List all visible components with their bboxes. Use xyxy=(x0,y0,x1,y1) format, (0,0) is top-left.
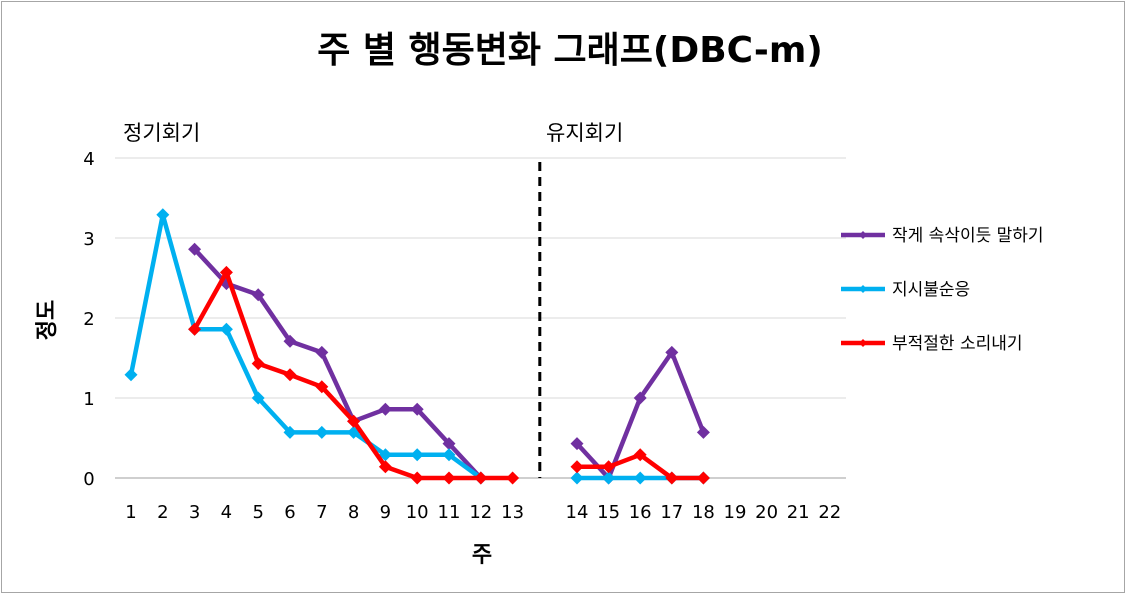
x-tick-label: 8 xyxy=(348,502,359,523)
gridlines xyxy=(115,157,846,479)
data-point xyxy=(696,471,710,485)
data-point xyxy=(442,437,456,451)
data-point xyxy=(378,460,392,474)
x-tick-labels: 1 2 3 4 5 6 7 8 9 10 11 12 13 14 15 16 17 18 19 20 21 22 xyxy=(125,502,841,523)
y-tick-label: 2 xyxy=(83,309,94,330)
data-point xyxy=(347,414,361,428)
x-tick-label: 4 xyxy=(221,502,232,523)
data-point xyxy=(378,402,392,416)
data-point xyxy=(602,460,616,474)
data-point xyxy=(570,460,584,474)
data-point xyxy=(315,345,329,359)
x-tick-label: 6 xyxy=(284,502,295,523)
data-point xyxy=(665,471,679,485)
data-point xyxy=(602,471,616,485)
data-point xyxy=(156,208,170,222)
legend-label: 지시불순응 xyxy=(892,280,970,300)
x-tick-label: 15 xyxy=(597,502,620,523)
data-point xyxy=(506,471,520,485)
series-line xyxy=(192,246,484,481)
chart-title: 주 별 행동변화 그래프(DBC-m) xyxy=(317,30,823,71)
y-tick-label: 4 xyxy=(83,149,94,170)
data-point xyxy=(188,242,202,256)
data-point xyxy=(570,437,584,451)
x-tick-label: 18 xyxy=(692,502,715,523)
data-point xyxy=(442,448,456,462)
data-point xyxy=(251,357,265,371)
phase-label-maintenance: 유지회기 xyxy=(546,121,623,145)
legend-marker xyxy=(859,339,867,347)
data-point xyxy=(665,345,679,359)
y-axis-title: 정도 xyxy=(35,300,60,340)
data-point xyxy=(283,334,297,348)
data-point xyxy=(283,425,297,439)
series-lines xyxy=(124,208,710,485)
data-point xyxy=(410,402,424,416)
data-point xyxy=(570,471,584,485)
x-tick-label: 20 xyxy=(755,502,778,523)
data-point xyxy=(633,448,647,462)
data-point xyxy=(410,448,424,462)
x-tick-label: 5 xyxy=(252,502,263,523)
x-tick-label: 21 xyxy=(787,502,810,523)
x-axis-title: 주 xyxy=(472,543,492,568)
legend-marker xyxy=(859,231,867,239)
x-tick-label: 14 xyxy=(566,502,589,523)
data-point xyxy=(442,471,456,485)
x-tick-label: 11 xyxy=(438,502,461,523)
series-0 xyxy=(188,242,710,485)
y-tick-label: 0 xyxy=(83,469,94,490)
data-point xyxy=(251,391,265,405)
data-point xyxy=(633,391,647,405)
data-point xyxy=(251,288,265,302)
data-point xyxy=(633,471,647,485)
legend-label: 작게 속삭이듯 말하기 xyxy=(892,226,1044,246)
data-point xyxy=(219,322,233,336)
y-tick-label: 1 xyxy=(83,389,94,410)
y-tick-label: 3 xyxy=(83,229,94,250)
x-tick-label: 2 xyxy=(157,502,168,523)
x-tick-label: 3 xyxy=(189,502,200,523)
data-point xyxy=(474,471,488,485)
x-tick-label: 9 xyxy=(380,502,391,523)
x-tick-label: 10 xyxy=(406,502,429,523)
x-tick-label: 1 xyxy=(125,502,136,523)
data-point xyxy=(219,265,233,279)
data-point xyxy=(378,448,392,462)
x-tick-label: 22 xyxy=(818,502,841,523)
x-tick-label: 13 xyxy=(501,502,524,523)
legend-label: 부적절한 소리내기 xyxy=(892,334,1023,354)
x-tick-label: 17 xyxy=(660,502,683,523)
data-point xyxy=(283,368,297,382)
legend-marker xyxy=(859,285,867,293)
data-point xyxy=(315,380,329,394)
series-2 xyxy=(188,265,710,485)
x-tick-label: 19 xyxy=(724,502,747,523)
data-point xyxy=(410,471,424,485)
phase-label-regular: 정기회기 xyxy=(123,121,200,145)
data-point xyxy=(696,425,710,439)
series-line xyxy=(192,270,515,481)
y-tick-labels: 0 1 2 3 4 xyxy=(83,149,94,490)
data-point xyxy=(124,368,138,382)
x-tick-label: 16 xyxy=(629,502,652,523)
x-tick-label: 12 xyxy=(469,502,492,523)
data-point xyxy=(188,322,202,336)
x-tick-label: 7 xyxy=(316,502,327,523)
data-point xyxy=(315,425,329,439)
